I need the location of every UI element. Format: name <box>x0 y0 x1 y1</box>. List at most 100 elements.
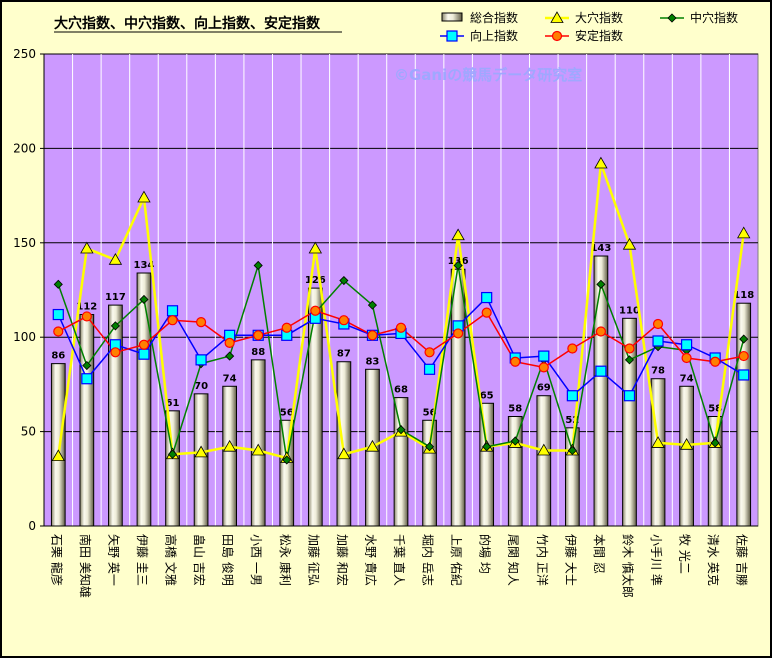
point-ana <box>737 226 751 239</box>
point-antei <box>624 343 635 354</box>
bar-value-label: 58 <box>708 403 722 414</box>
point-antei <box>481 307 492 318</box>
point-ana <box>679 438 694 450</box>
legend-label: 大穴指数 <box>575 10 623 25</box>
legend-marker-kojo <box>446 30 458 42</box>
bar-value-label: 83 <box>365 356 379 367</box>
point-chuana <box>110 321 120 331</box>
point-ana <box>108 252 123 265</box>
legend-marker-chuana <box>667 13 677 23</box>
point-chuana <box>253 260 263 271</box>
point-kojo <box>623 390 636 402</box>
y-tick-label: 200 <box>13 141 36 155</box>
point-kojo <box>538 350 550 362</box>
bar-sogo <box>479 402 495 527</box>
bar-sogo <box>50 363 66 527</box>
point-antei <box>253 330 264 341</box>
point-antei <box>595 326 607 337</box>
x-category-label: 加藤 和宏 <box>335 534 350 586</box>
point-kojo <box>138 348 150 360</box>
x-category-label: 畠山 吉宏 <box>192 534 207 586</box>
point-kojo <box>738 369 750 381</box>
bar-sogo <box>679 385 694 527</box>
bar-sogo <box>707 415 723 527</box>
x-category-label: 田島 俊明 <box>221 534 236 586</box>
bar-value-label: 87 <box>337 349 351 360</box>
point-kojo <box>195 354 207 366</box>
x-category-label: 竹内 正洋 <box>535 534 550 586</box>
bar-value-label: 74 <box>223 373 237 384</box>
bar-sogo <box>108 304 123 527</box>
y-tick-label: 100 <box>13 330 36 344</box>
point-ana <box>451 228 465 241</box>
point-chuana <box>596 279 606 289</box>
point-antei <box>652 318 664 330</box>
point-antei <box>53 326 64 337</box>
bar-value-label: 110 <box>619 305 640 316</box>
point-kojo <box>481 291 493 304</box>
legend-marker-antei <box>551 30 563 42</box>
legend-label: 総合指数 <box>470 10 518 25</box>
point-ana <box>222 439 237 452</box>
bar-value-label: 88 <box>251 347 265 358</box>
point-ana <box>365 439 380 452</box>
y-tick-label: 0 <box>28 519 36 533</box>
chart-title: 大穴指数、中穴指数、向上指数、安定指数 <box>54 15 321 32</box>
x-category-label: 牧 光二 <box>678 534 692 574</box>
point-ana <box>137 190 151 203</box>
bar-sogo <box>507 415 523 527</box>
bar-value-label: 58 <box>508 403 522 414</box>
point-ana <box>594 156 608 169</box>
bar-value-label: 134 <box>134 260 155 271</box>
bar-value-label: 126 <box>305 275 326 286</box>
legend-swatch-sogo <box>441 12 463 22</box>
legend-label: 中穴指数 <box>690 10 738 25</box>
point-antei <box>224 337 235 348</box>
point-antei <box>138 339 150 350</box>
point-chuana <box>710 438 720 448</box>
point-antei <box>510 356 521 367</box>
bar-value-label: 52 <box>565 415 579 426</box>
point-chuana <box>339 275 349 286</box>
y-tick-label: 150 <box>13 236 36 250</box>
point-antei <box>81 311 92 322</box>
bar-sogo <box>393 397 409 527</box>
x-category-label: 小手川 準 <box>649 534 664 586</box>
x-category-label: 尾関 知人 <box>506 534 520 586</box>
point-antei <box>167 315 178 326</box>
point-chuana <box>396 425 406 435</box>
point-antei <box>710 356 721 367</box>
x-category-label: 伊藤 圭三 <box>135 534 149 586</box>
point-antei <box>738 350 749 362</box>
point-chuana <box>567 445 577 456</box>
point-chuana <box>367 300 378 310</box>
point-ana <box>622 237 637 250</box>
bar-value-label: 118 <box>733 290 754 301</box>
bar-value-label: 56 <box>280 407 294 418</box>
watermark-text: ©Ganiの競馬データ研究室 <box>394 66 582 84</box>
bar-sogo <box>336 361 352 527</box>
x-category-label: 水野 貴広 <box>363 534 377 586</box>
bar-sogo <box>279 419 295 527</box>
legend-label: 向上指数 <box>470 28 518 43</box>
point-chuana <box>82 360 92 371</box>
point-kojo <box>652 335 664 347</box>
y-tick-label: 50 <box>21 425 36 439</box>
x-category-label: 小西 一男 <box>249 534 263 586</box>
bar-sogo <box>650 378 666 527</box>
point-chuana <box>282 455 292 465</box>
point-ana <box>251 443 265 456</box>
point-antei <box>367 330 378 341</box>
point-antei <box>281 322 292 333</box>
bar-sogo <box>136 272 152 527</box>
point-chuana <box>225 351 235 361</box>
x-category-label: 上原 佑紀 <box>449 534 463 586</box>
point-antei <box>567 343 578 354</box>
x-category-label: 矢野 英一 <box>106 534 120 586</box>
point-ana <box>337 447 351 460</box>
point-chuana <box>453 260 463 271</box>
bar-value-label: 61 <box>166 398 180 409</box>
point-ana <box>308 241 323 254</box>
